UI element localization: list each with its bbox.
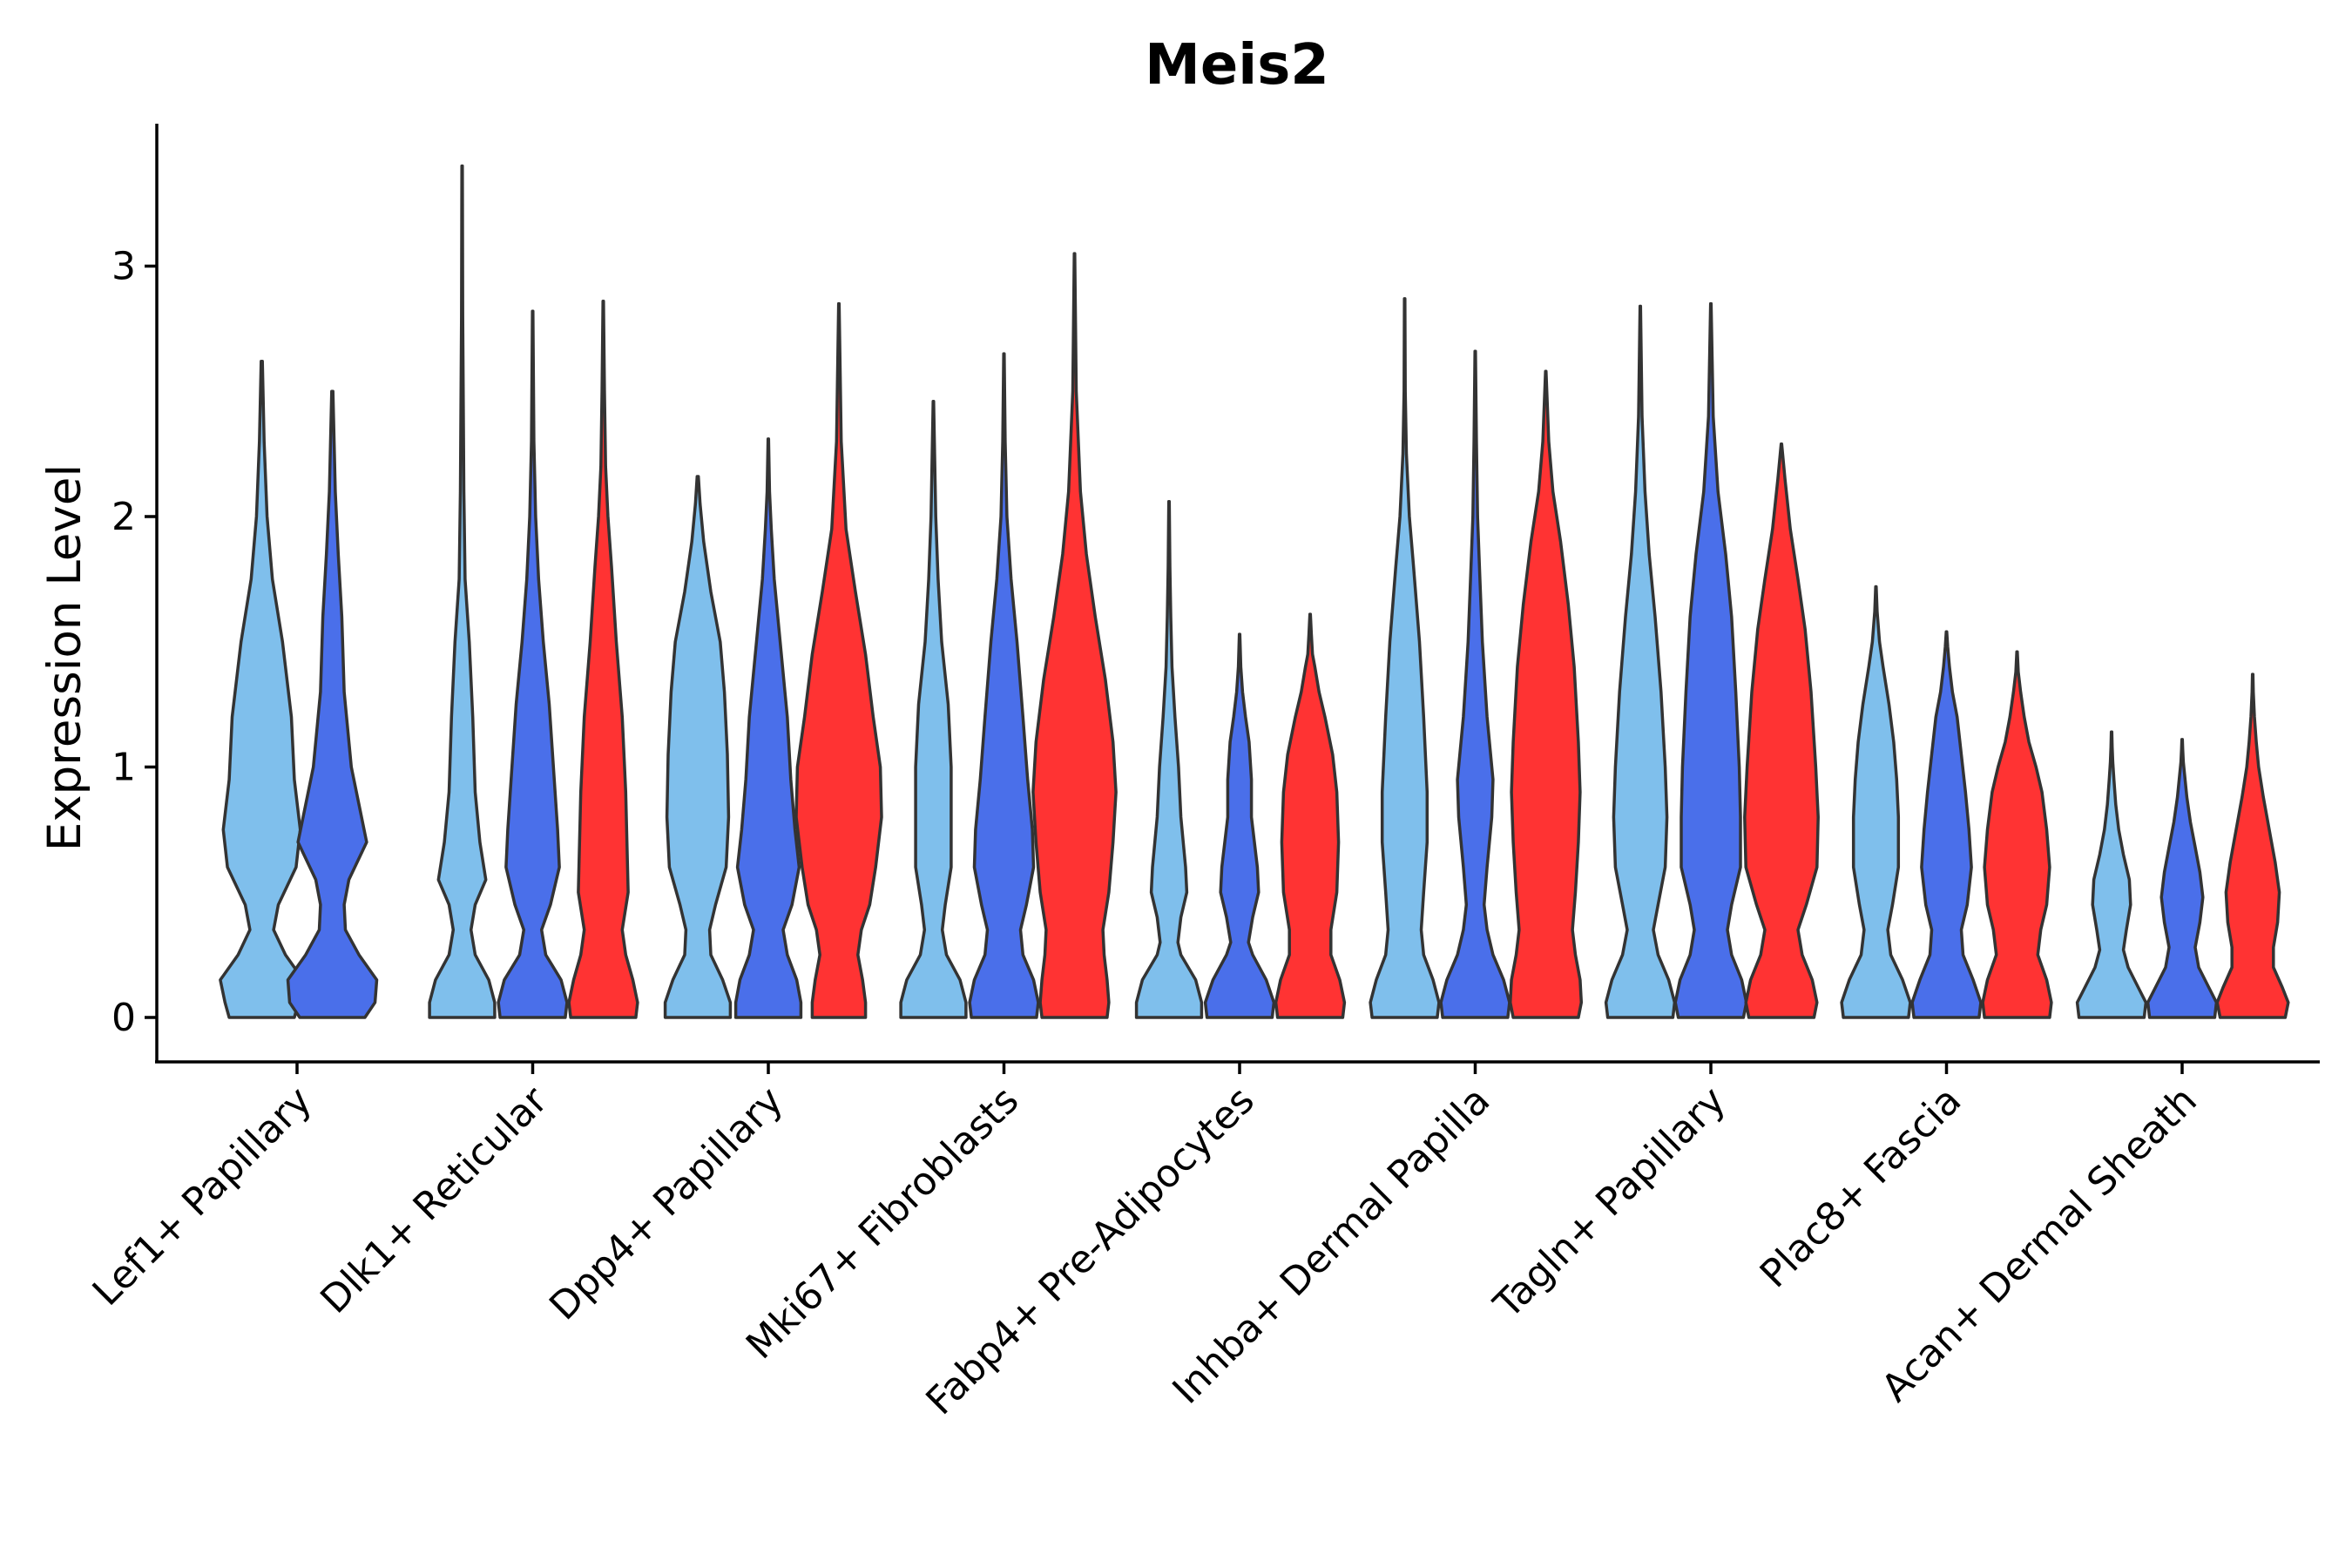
violin-7-3: [1743, 442, 1820, 1019]
violin-2-1: [428, 164, 497, 1019]
violin-6-1: [1369, 297, 1441, 1019]
violin-8-1: [1840, 585, 1912, 1019]
violin-9-1: [2075, 730, 2148, 1019]
violin-9-2: [2146, 738, 2219, 1019]
chart-title: Meis2: [1145, 33, 1329, 98]
violin-6-3: [1508, 369, 1584, 1019]
x-tick-label-6: Tagln+ Papillary: [1485, 1078, 1734, 1328]
violin-5-2: [1203, 632, 1276, 1019]
x-tick-label-1: Dlk1+ Reticular: [312, 1078, 557, 1322]
violins-layer: [219, 164, 2290, 1019]
violin-5-3: [1274, 612, 1347, 1019]
y-axis-label: Expression Level: [38, 464, 91, 851]
y-tick-label-3: 3: [112, 245, 136, 289]
y-axis-ticks: 0 1 2 3: [112, 245, 157, 1040]
violin-7-1: [1604, 304, 1677, 1019]
violin-8-2: [1910, 630, 1983, 1019]
violin-8-3: [1981, 650, 2053, 1019]
violin-1-1: [219, 360, 305, 1019]
x-tick-label-2: Dpp4+ Papillary: [541, 1078, 792, 1329]
y-tick-label-1: 1: [112, 746, 136, 790]
violin-5-1: [1134, 500, 1204, 1019]
y-tick-label-0: 0: [112, 996, 136, 1040]
violin-6-2: [1439, 349, 1511, 1019]
violin-1-2: [286, 389, 379, 1019]
violin-9-3: [2215, 672, 2290, 1019]
violin-7-2: [1673, 301, 1748, 1019]
violin-3-1: [663, 475, 733, 1019]
violin-4-1: [899, 400, 968, 1019]
violin-4-3: [1031, 252, 1118, 1019]
violin-2-3: [567, 300, 639, 1019]
x-tick-label-0: Lef1+ Papillary: [84, 1078, 321, 1315]
violin-4-2: [968, 352, 1040, 1019]
violin-2-2: [497, 309, 569, 1019]
x-tick-label-3: Mki67+ Fibroblasts: [738, 1078, 1027, 1368]
y-tick-label-2: 2: [112, 495, 136, 539]
violin-3-2: [733, 437, 803, 1019]
violin-3-3: [794, 301, 883, 1019]
x-tick-label-7: Plac8+ Fascia: [1752, 1078, 1970, 1297]
